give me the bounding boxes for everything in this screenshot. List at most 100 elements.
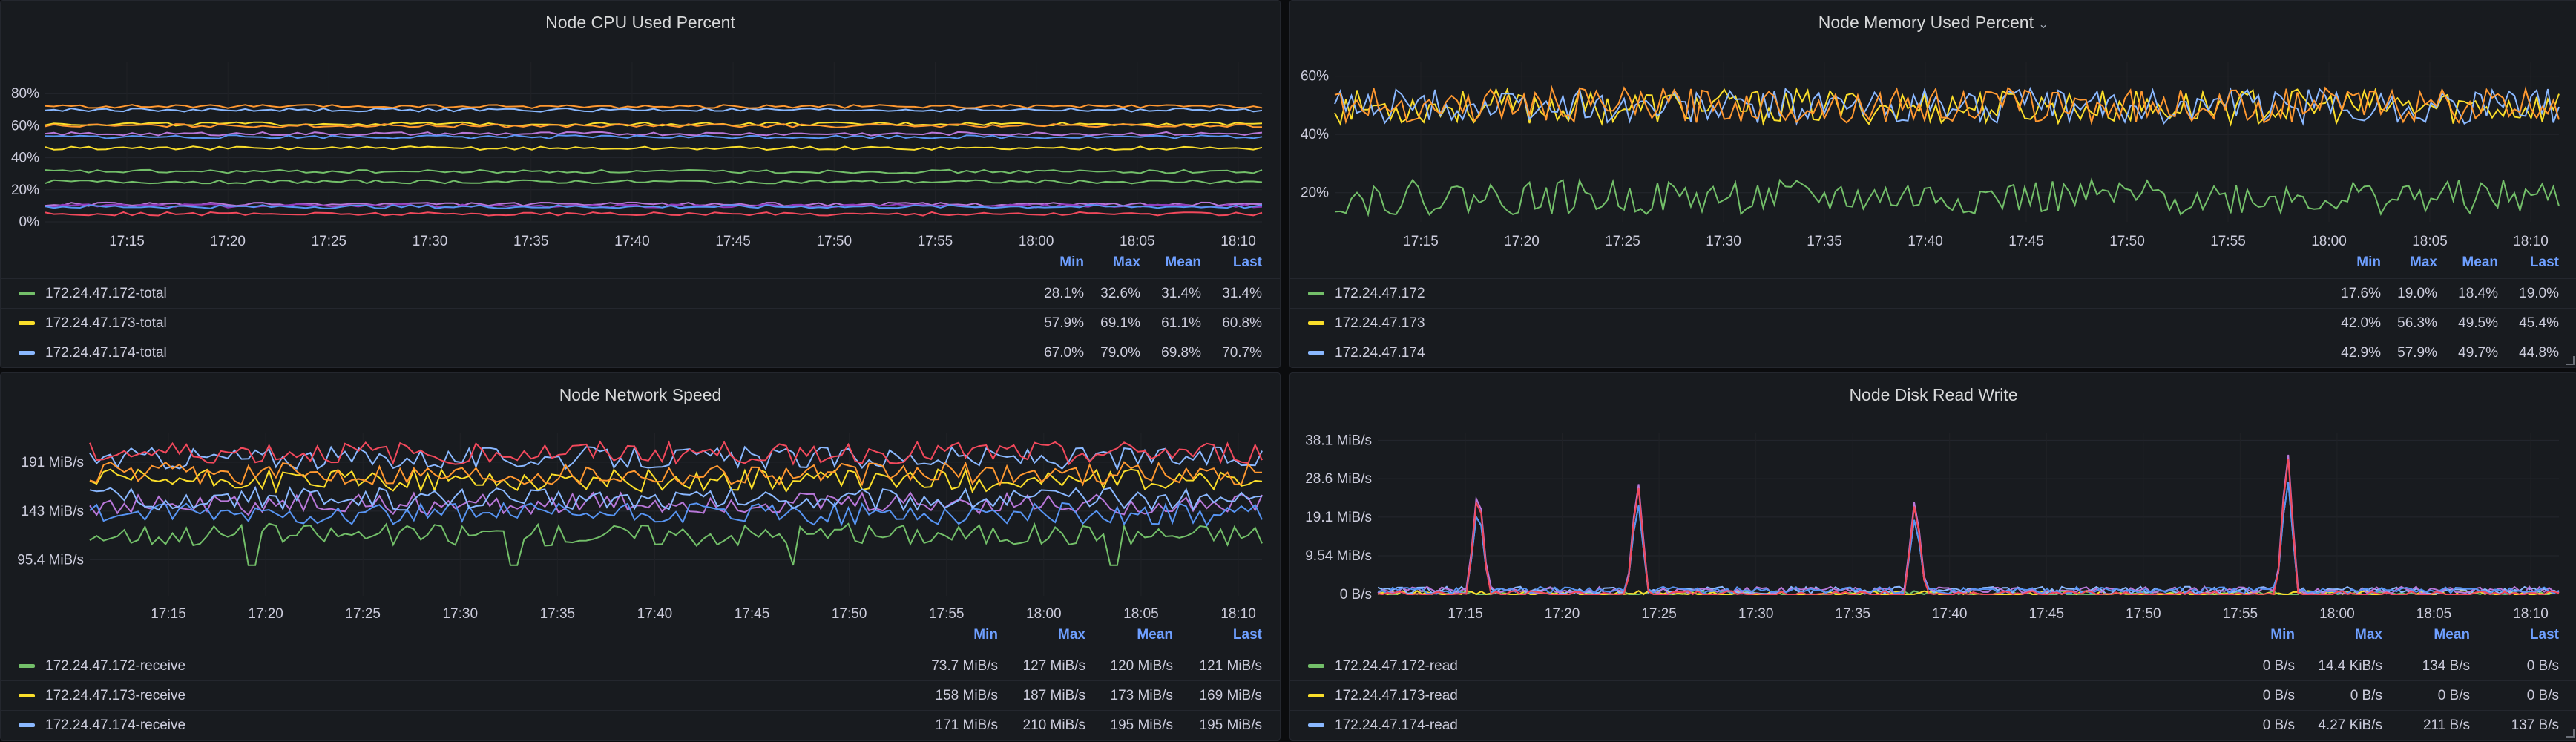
col-last[interactable]: Last bbox=[1232, 255, 1262, 270]
series-name[interactable]: 172.24.47.172-read bbox=[1335, 658, 1458, 674]
series-line[interactable] bbox=[45, 104, 1263, 109]
series-line[interactable] bbox=[89, 522, 1263, 566]
panel-node-memory[interactable]: Node Memory Used Percent ⌄ 20% 40% 60% 17:15… bbox=[1289, 0, 2576, 368]
legend-row[interactable]: 172.24.47.174 42.9% 57.9% 49.7% 44.8% bbox=[1290, 338, 2576, 367]
x-tick-label: 17:55 bbox=[2210, 234, 2246, 249]
y-tick-label: 20% bbox=[11, 183, 39, 198]
legend-row[interactable]: 172.24.47.174-total 67.0% 79.0% 69.8% 70.7% bbox=[1, 338, 1280, 367]
disk-chart[interactable]: 0 B/s 9.54 MiB/s 19.1 MiB/s 28.6 MiB/s 38.1 … bbox=[1290, 373, 2576, 624]
stat-max: 57.9% bbox=[2397, 345, 2437, 361]
series-line[interactable] bbox=[45, 123, 1263, 128]
series-line[interactable] bbox=[45, 201, 1263, 207]
col-min[interactable]: Min bbox=[973, 627, 998, 643]
series-line[interactable] bbox=[1377, 459, 2560, 596]
col-max[interactable]: Max bbox=[1113, 255, 1140, 270]
series-line[interactable] bbox=[45, 211, 1263, 217]
legend-row[interactable]: 172.24.47.172 17.6% 19.0% 18.4% 19.0% bbox=[1290, 278, 2576, 307]
series-name[interactable]: 172.24.47.173-read bbox=[1335, 688, 1458, 703]
y-tick-label: 28.6 MiB/s bbox=[1305, 471, 1372, 487]
x-tick-label: 18:10 bbox=[1220, 606, 1256, 622]
x-tick-label: 17:40 bbox=[637, 606, 673, 622]
panel-node-network[interactable]: Node Network Speed 95.4 MiB/s 143 MiB/s 19… bbox=[0, 372, 1281, 741]
col-mean[interactable]: Mean bbox=[2462, 255, 2498, 270]
stat-max: 127 MiB/s bbox=[1022, 658, 1085, 674]
panel-title[interactable]: Node Memory Used Percent ⌄ bbox=[1290, 13, 2576, 33]
series-name[interactable]: 172.24.47.173 bbox=[1335, 315, 1425, 331]
panel-title[interactable]: Node CPU Used Percent bbox=[545, 13, 735, 32]
panel-title-text[interactable]: Node Memory Used Percent bbox=[1818, 13, 2034, 32]
col-min[interactable]: Min bbox=[2356, 255, 2381, 270]
panel-node-cpu[interactable]: Node CPU Used Percent 0% 20% 40% 60% 80% 17:1… bbox=[0, 0, 1281, 368]
col-min[interactable]: Min bbox=[1059, 255, 1084, 270]
legend-row[interactable]: 172.24.47.172-read 0 B/s 14.4 KiB/s 134 B/s… bbox=[1290, 651, 2576, 680]
series-line[interactable] bbox=[89, 485, 1263, 512]
stat-max: 19.0% bbox=[2397, 286, 2437, 301]
series-line[interactable] bbox=[89, 440, 1263, 466]
legend-row[interactable]: 172.24.47.172-receive 73.7 MiB/s 127 MiB/s… bbox=[1, 651, 1280, 680]
col-last[interactable]: Last bbox=[1232, 627, 1262, 643]
series-line[interactable] bbox=[89, 445, 1263, 472]
series-line[interactable] bbox=[45, 107, 1263, 113]
legend-row[interactable]: 172.24.47.173-receive 158 MiB/s 187 MiB/s 1… bbox=[1, 680, 1280, 709]
series-line[interactable] bbox=[89, 501, 1263, 528]
series-name[interactable]: 172.24.47.172-total bbox=[45, 286, 167, 301]
series-line[interactable] bbox=[45, 134, 1263, 139]
col-max[interactable]: Max bbox=[1058, 627, 1085, 643]
col-min[interactable]: Min bbox=[2270, 627, 2295, 643]
x-tick-label: 17:20 bbox=[1504, 234, 1540, 249]
panel-title[interactable]: Node Network Speed bbox=[559, 385, 722, 404]
col-max[interactable]: Max bbox=[2410, 255, 2437, 270]
series-name[interactable]: 172.24.47.172 bbox=[1335, 286, 1425, 301]
legend-row[interactable]: 172.24.47.174-read 0 B/s 4.27 KiB/s 211 B/s… bbox=[1290, 710, 2576, 739]
panel-title[interactable]: Node Disk Read Write bbox=[1849, 385, 2018, 404]
legend-row[interactable]: 172.24.47.172-total 28.1% 32.6% 31.4% 31.4% bbox=[1, 278, 1280, 307]
series-line[interactable] bbox=[45, 204, 1263, 209]
series-line[interactable] bbox=[1377, 482, 2560, 595]
series-line[interactable] bbox=[89, 467, 1263, 494]
series-color-swatch bbox=[1308, 351, 1324, 355]
stat-max: 69.1% bbox=[1100, 315, 1140, 331]
series-line[interactable] bbox=[1334, 177, 2560, 217]
legend-row[interactable]: 172.24.47.173-read 0 B/s 0 B/s 0 B/s 0 B/s bbox=[1290, 680, 2576, 709]
network-chart[interactable]: 95.4 MiB/s 143 MiB/s 191 MiB/s 17:15 17:20 17… bbox=[1, 373, 1280, 624]
col-last[interactable]: Last bbox=[2529, 627, 2559, 643]
stat-mean: 195 MiB/s bbox=[1110, 718, 1173, 733]
col-mean[interactable]: Mean bbox=[1165, 255, 1201, 270]
x-tick-label: 18:00 bbox=[2319, 606, 2355, 622]
series-line[interactable] bbox=[45, 121, 1263, 127]
col-last[interactable]: Last bbox=[2529, 255, 2559, 270]
resize-handle[interactable] bbox=[2566, 729, 2575, 738]
series-line[interactable] bbox=[45, 131, 1263, 137]
cpu-chart[interactable]: 0% 20% 40% 60% 80% 17:15 17:20 17:25 17:30 17:35 1… bbox=[1, 1, 1280, 252]
legend-row[interactable]: 172.24.47.173 42.0% 56.3% 49.5% 45.4% bbox=[1290, 308, 2576, 337]
series-line[interactable] bbox=[1377, 482, 2560, 595]
series-line[interactable] bbox=[1377, 454, 2560, 595]
series-name[interactable]: 172.24.47.172-receive bbox=[45, 658, 186, 674]
series-color-swatch bbox=[19, 292, 35, 295]
y-tick-label: 20% bbox=[1301, 186, 1329, 201]
series-name[interactable]: 172.24.47.173-receive bbox=[45, 688, 186, 703]
series-name[interactable]: 172.24.47.174-receive bbox=[45, 718, 186, 733]
series-name[interactable]: 172.24.47.173-total bbox=[45, 315, 167, 331]
col-mean[interactable]: Mean bbox=[1137, 627, 1173, 643]
y-tick-label: 143 MiB/s bbox=[22, 504, 84, 519]
resize-handle[interactable] bbox=[2566, 356, 2575, 365]
legend-row[interactable]: 172.24.47.174-receive 171 MiB/s 210 MiB/s 1… bbox=[1, 710, 1280, 739]
series-name[interactable]: 172.24.47.174 bbox=[1335, 345, 1425, 361]
legend-row[interactable]: 172.24.47.173-total 57.9% 69.1% 61.1% 60.8% bbox=[1, 308, 1280, 337]
stat-max: 4.27 KiB/s bbox=[2318, 718, 2382, 733]
series-name[interactable]: 172.24.47.174-total bbox=[45, 345, 167, 361]
col-mean[interactable]: Mean bbox=[2434, 627, 2470, 643]
x-tick-label: 17:30 bbox=[1738, 606, 1774, 622]
panel-node-disk[interactable]: Node Disk Read Write 0 B/s 9.54 MiB/s 19.1… bbox=[1289, 372, 2576, 741]
col-max[interactable]: Max bbox=[2355, 627, 2382, 643]
series-line[interactable] bbox=[45, 145, 1263, 151]
series-line[interactable] bbox=[1334, 85, 2560, 126]
chevron-down-icon[interactable]: ⌄ bbox=[2037, 17, 2049, 31]
series-name[interactable]: 172.24.47.174-read bbox=[1335, 718, 1458, 733]
series-line[interactable] bbox=[89, 461, 1263, 487]
series-line[interactable] bbox=[45, 179, 1263, 185]
memory-chart[interactable]: 20% 40% 60% 17:15 17:20 17:25 17:30 17:35 17:40 1… bbox=[1290, 1, 2576, 252]
series-line[interactable] bbox=[45, 168, 1263, 174]
x-tick-label: 17:30 bbox=[442, 606, 478, 622]
